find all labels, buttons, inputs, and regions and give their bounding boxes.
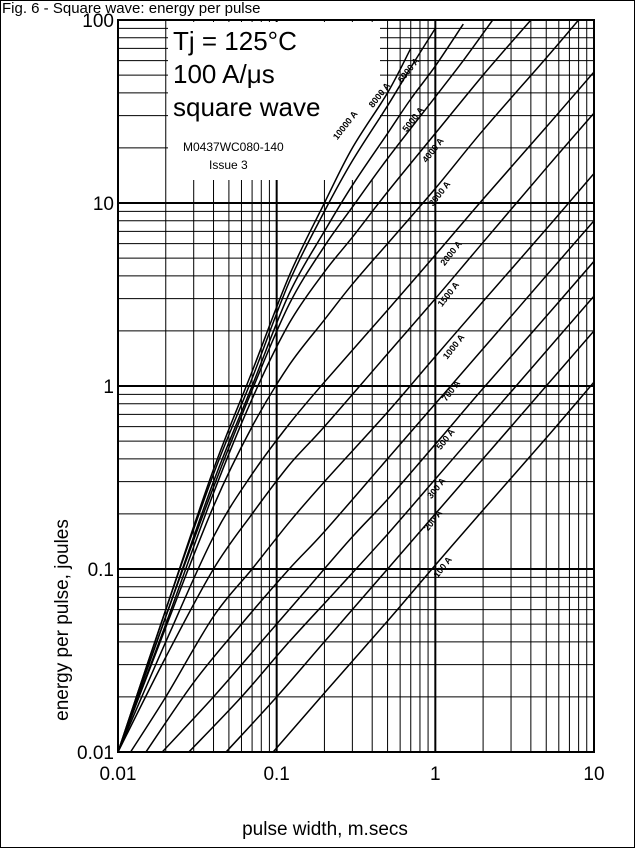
curve-3000a xyxy=(118,20,580,752)
curve-8000a xyxy=(118,27,436,752)
plot-border xyxy=(117,19,595,753)
curve-700a xyxy=(145,220,594,752)
x-tick-label: 0.01 xyxy=(100,764,137,785)
y-tick-label: 0.01 xyxy=(77,743,114,764)
x-tick-label: 0.1 xyxy=(263,764,289,785)
curve-4000a xyxy=(118,20,532,752)
annotation-junction-temperature: Tj = 125°C xyxy=(173,26,297,56)
curve-label-200a: 200 A xyxy=(422,508,445,533)
annotation-issue: Issue 3 xyxy=(209,158,248,172)
curve-1000a xyxy=(129,173,594,752)
x-tick-label: 10 xyxy=(583,764,604,785)
y-tick-label: 10 xyxy=(93,194,114,215)
curve-100a xyxy=(272,381,594,752)
annotation-reference: M0437WC080-140 xyxy=(183,140,284,154)
y-tick-labels: 0.01 0.1 1 10 100 xyxy=(77,11,114,764)
curve-label-4000a: 4000 A xyxy=(420,135,446,164)
y-axis-label: energy per pulse, joules xyxy=(52,519,73,721)
curve-5000a xyxy=(118,20,494,752)
figure-caption: Fig. 6 - Square wave: energy per pulse xyxy=(2,0,261,17)
x-axis-label: pulse width, m.secs xyxy=(242,819,408,840)
curves xyxy=(118,20,594,752)
annotation-waveform: square wave xyxy=(173,92,320,122)
curve-label-2000a: 2000 A xyxy=(438,238,464,267)
curve-label-700a: 700 A xyxy=(440,378,463,403)
annotation-background xyxy=(168,22,380,180)
curve-2000a xyxy=(118,71,594,752)
annotation-current-rate: 100 A/μs xyxy=(173,59,275,89)
curve-label-500a: 500 A xyxy=(434,426,457,451)
x-tick-labels: 0.01 0.1 1 10 xyxy=(100,764,605,785)
curve-300a xyxy=(188,295,594,752)
y-tick-label: 100 xyxy=(82,11,114,32)
curve-500a xyxy=(161,260,594,752)
curve-200a xyxy=(225,330,594,752)
x-tick-label: 1 xyxy=(430,764,441,785)
y-tick-label: 1 xyxy=(103,377,114,398)
curve-1500a xyxy=(118,112,594,752)
y-tick-label: 0.1 xyxy=(88,560,114,581)
